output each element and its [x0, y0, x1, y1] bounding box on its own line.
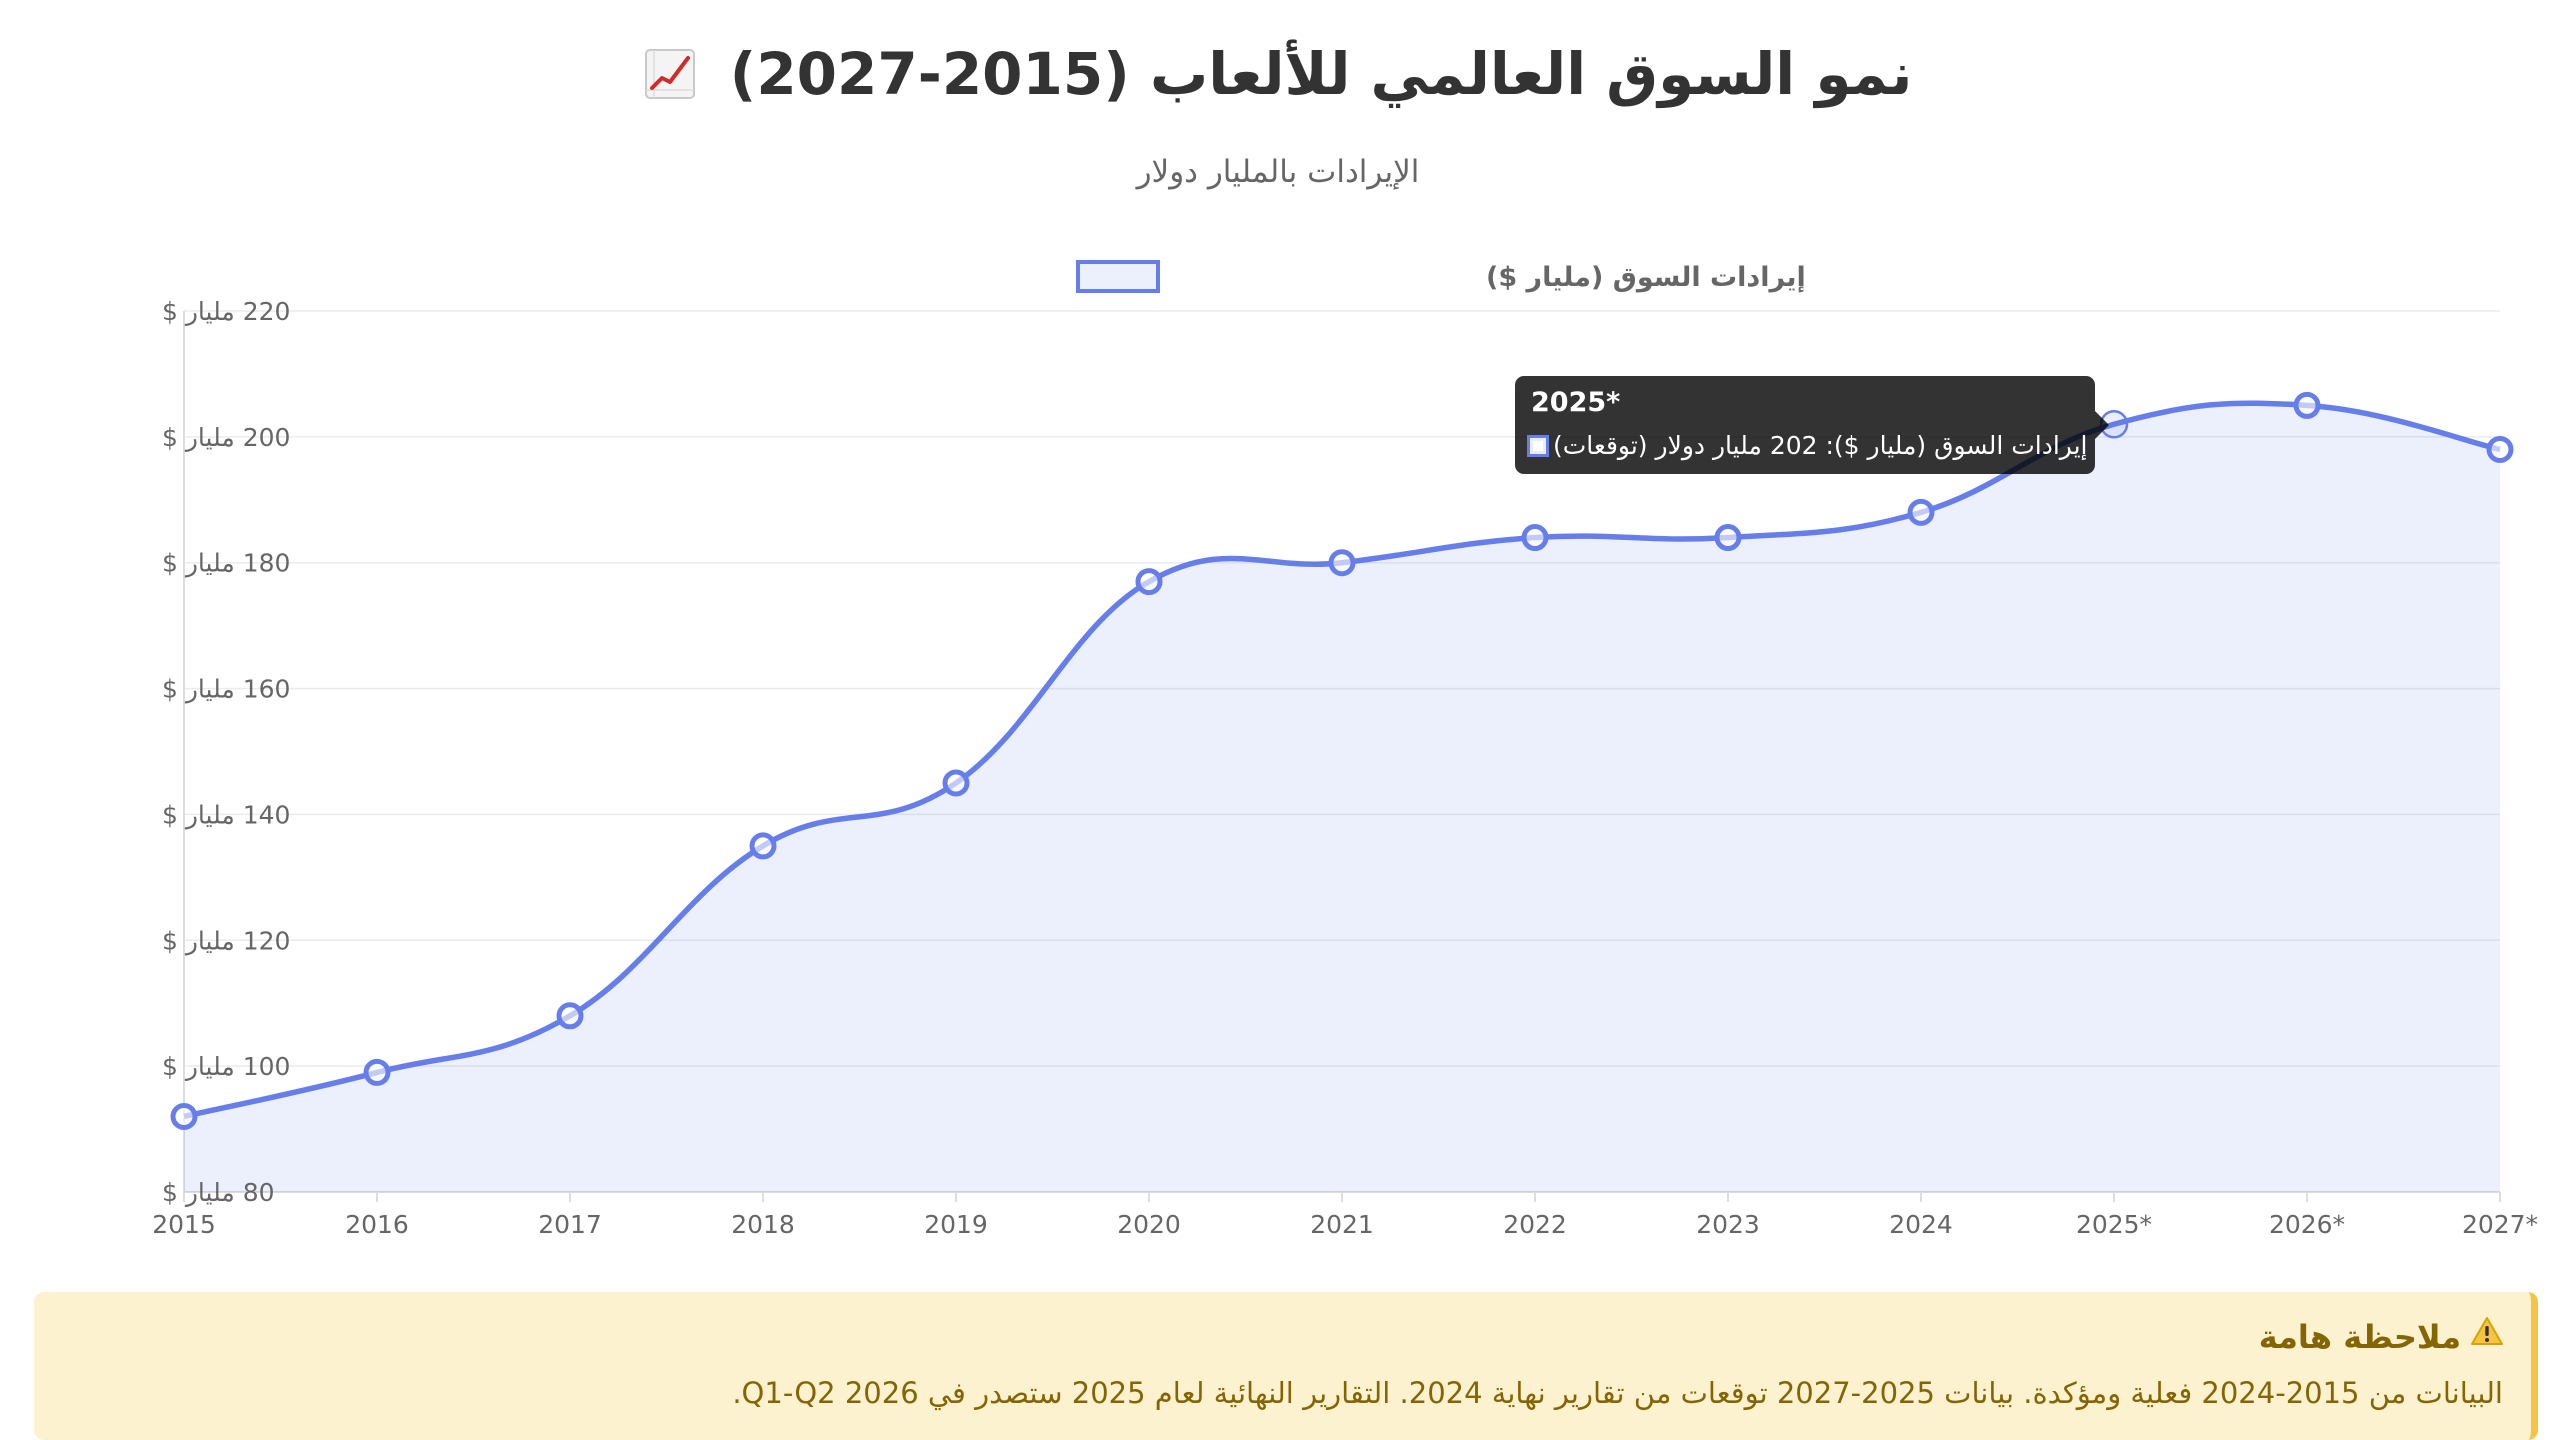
chart-title: نمو السوق العالمي للألعاب (2015-2027): [0, 38, 2556, 110]
note-box: ملاحظة هامة البيانات من 2015-2024 فعلية …: [34, 1292, 2538, 1440]
y-tick-label: 120 مليار $: [162, 926, 290, 955]
x-tick-label: 2018: [731, 1210, 795, 1239]
chart-title-text: نمو السوق العالمي للألعاب (2015-2027): [729, 40, 1913, 108]
chart-increasing-icon: [644, 44, 696, 99]
y-tick-label: 200 مليار $: [162, 423, 290, 452]
x-tick-label: 2020: [1117, 1210, 1181, 1239]
x-tick-label: 2019: [924, 1210, 988, 1239]
data-point[interactable]: [556, 1002, 584, 1030]
data-point[interactable]: [1521, 524, 1549, 552]
data-point[interactable]: [2486, 435, 2514, 463]
tooltip-caret: [2095, 411, 2109, 439]
tooltip-body: إيرادات السوق (مليار $): 202 مليار دولار…: [1527, 428, 2088, 464]
y-tick-label: 220 مليار $: [162, 297, 290, 326]
data-point[interactable]: [363, 1058, 391, 1086]
data-point[interactable]: [170, 1102, 198, 1130]
data-point[interactable]: [942, 769, 970, 797]
x-tick-label: 2023: [1696, 1210, 1760, 1239]
data-point[interactable]: [1328, 549, 1356, 577]
series-points[interactable]: [170, 391, 2514, 1130]
tooltip-title: 2025*: [1531, 387, 1621, 418]
legend[interactable]: إيرادات السوق (مليار $): [1076, 260, 1806, 293]
x-tick-label: 2017: [538, 1210, 602, 1239]
data-point[interactable]: [1714, 524, 1742, 552]
note-title: ملاحظة هامة: [2259, 1316, 2503, 1357]
x-tick-label: 2021: [1310, 1210, 1374, 1239]
legend-label[interactable]: إيرادات السوق (مليار $): [1486, 262, 1806, 293]
data-point[interactable]: [1135, 568, 1163, 596]
y-tick-label: 180 مليار $: [162, 549, 290, 578]
data-point[interactable]: [749, 832, 777, 860]
x-axis-tick-labels: 2015 2016 2017 2018 2019 2020 2021 2022 2023 2024…: [152, 1210, 2538, 1239]
tooltip-text: إيرادات السوق (مليار $): 202 مليار دولار…: [1553, 431, 2088, 460]
line-chart: 80 مليار $ 100 مليار $ 120 مليار $ 140 مليا…: [152, 260, 2538, 1239]
x-tick-label: 2016: [345, 1210, 409, 1239]
y-tick-label: 100 مليار $: [162, 1052, 290, 1081]
note-title-text: ملاحظة هامة: [2258, 1317, 2461, 1356]
series-area: [184, 403, 2500, 1192]
x-tick-label: 2025*: [2076, 1210, 2152, 1239]
series-area-fill: [184, 403, 2500, 1192]
x-tick-label: 2022: [1503, 1210, 1567, 1239]
legend-swatch[interactable]: [1076, 260, 1160, 293]
chart-subtitle: الإيرادات بالمليار دولار: [1136, 154, 1420, 190]
data-point[interactable]: [1907, 498, 1935, 526]
x-tick-label: 2015: [152, 1210, 216, 1239]
y-tick-label: 80 مليار $: [162, 1178, 275, 1207]
axes: [183, 311, 2501, 1202]
tooltip: 2025* إيرادات السوق (مليار $): 202 مليار…: [1515, 376, 2095, 474]
x-tick-label: 2027*: [2462, 1210, 2538, 1239]
x-tick-label: 2026*: [2269, 1210, 2345, 1239]
warning-icon: [2471, 1316, 2503, 1357]
y-axis-tick-labels: 80 مليار $ 100 مليار $ 120 مليار $ 140 مليا…: [162, 297, 290, 1207]
tooltip-color-swatch: [1527, 435, 1549, 457]
y-tick-label: 140 مليار $: [162, 800, 290, 829]
y-tick-label: 160 مليار $: [162, 675, 290, 704]
x-tick-label: 2024: [1889, 1210, 1953, 1239]
data-point[interactable]: [2293, 391, 2321, 419]
note-text: البيانات من 2015-2024 فعلية ومؤكدة. بيان…: [732, 1376, 2503, 1410]
